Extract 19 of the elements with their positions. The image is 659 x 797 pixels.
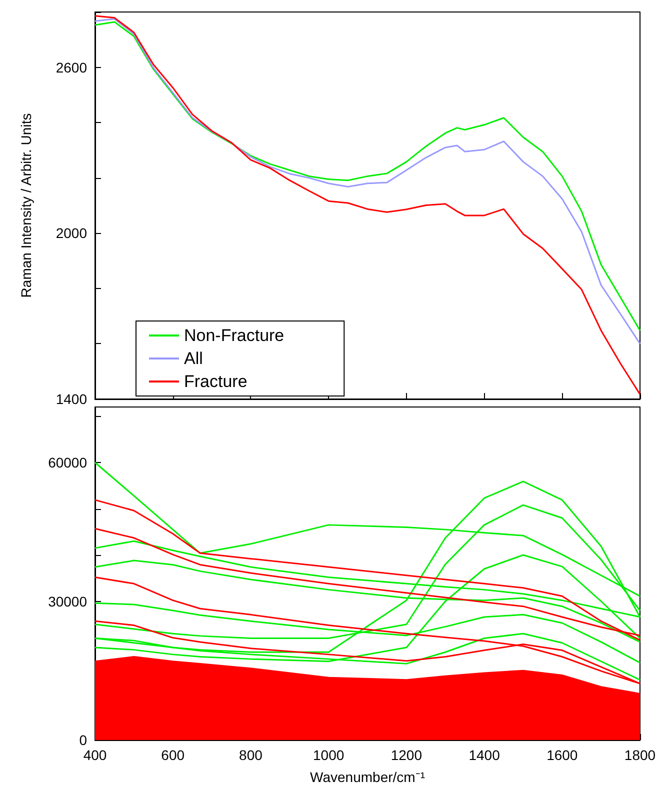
x-tick-label: 1400 (468, 747, 500, 763)
y-tick-label: 1400 (56, 391, 88, 407)
x-tick-label: 1000 (312, 747, 344, 763)
x-tick-label: 400 (83, 747, 107, 763)
y-axis-title: Raman Intensity / Arbitr. Units (18, 113, 34, 298)
y-tick-label: 30000 (48, 593, 88, 610)
legend-label: Fracture (184, 372, 248, 391)
y-tick-label: 0 (79, 732, 88, 748)
x-tick-label: 1600 (546, 747, 578, 763)
x-tick-label: 1800 (624, 747, 656, 763)
legend-label: Non-Fracture (184, 326, 284, 345)
x-tick-label: 600 (161, 747, 185, 763)
y-tick-label: 60000 (48, 454, 88, 470)
y-tick-label: 2000 (56, 225, 88, 242)
legend-label: All (184, 349, 203, 368)
y-tick-label: 2600 (56, 59, 88, 76)
x-axis-title: Wavenumber/cm⁻¹ (310, 769, 426, 785)
x-tick-label: 1200 (390, 747, 422, 763)
x-tick-label: 800 (239, 747, 263, 763)
